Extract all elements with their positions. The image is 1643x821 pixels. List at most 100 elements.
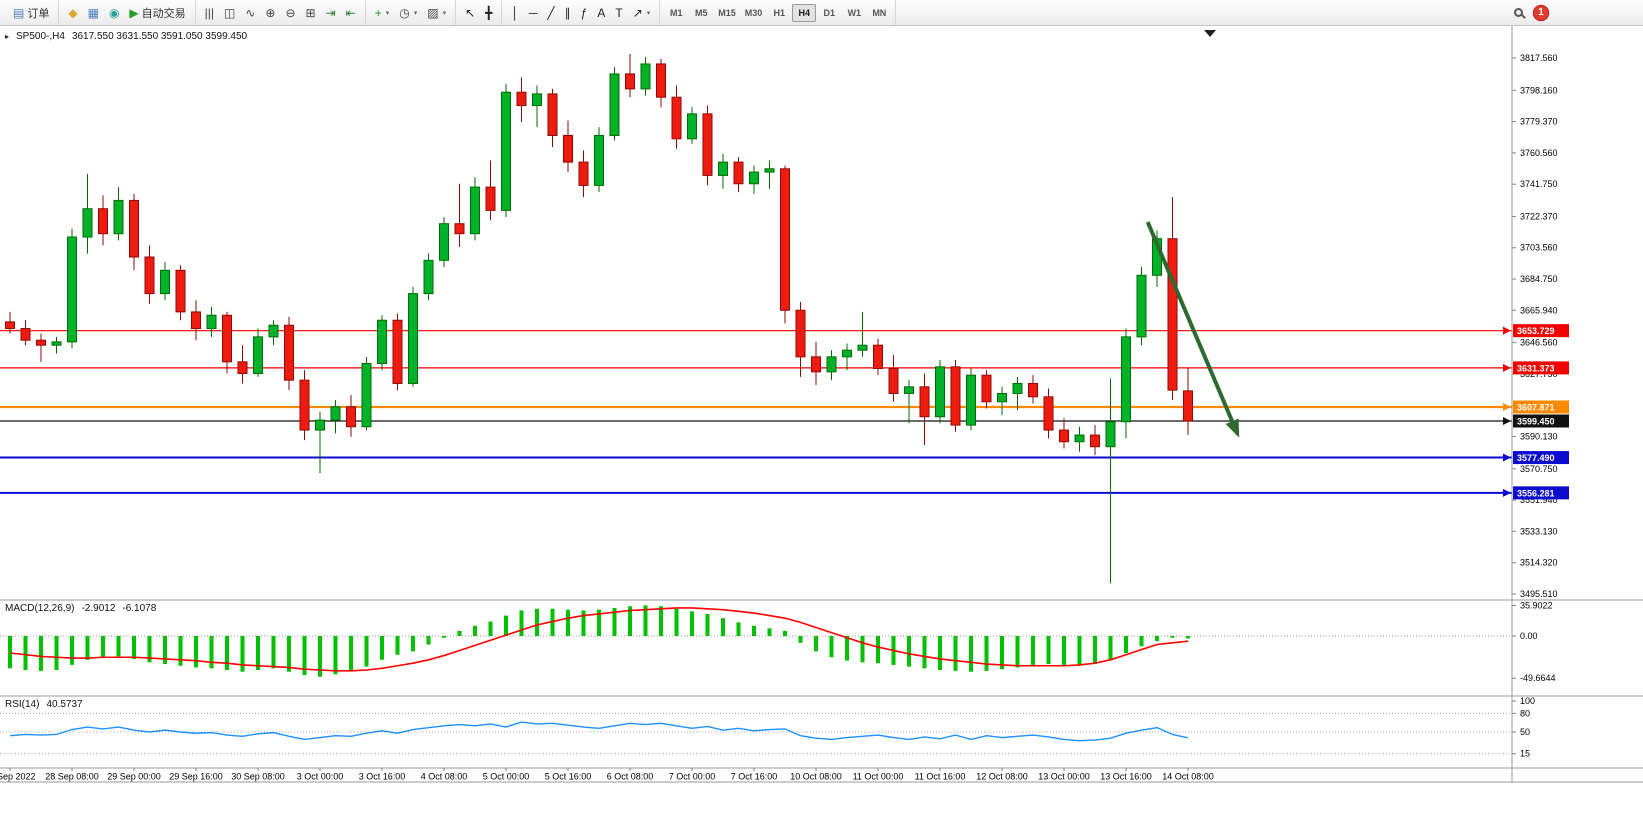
arrows-button[interactable]: ↗ ▾ (628, 3, 656, 23)
price-scale-label: 3495.510 (1520, 589, 1558, 599)
macd-histogram-bar (829, 636, 834, 658)
horizontal-line-button[interactable]: ─ (524, 3, 543, 23)
candle (1012, 376, 1023, 411)
candle (640, 57, 651, 96)
templates-button[interactable]: ▨ ▾ (422, 3, 451, 23)
market-watch-button[interactable]: ▦ (83, 3, 104, 23)
timeframe-h4[interactable]: H4 (792, 3, 817, 22)
macd-histogram-bar (225, 636, 229, 670)
macd-histogram-bar (1108, 636, 1113, 660)
candle (625, 53, 635, 98)
new-order-button[interactable]: ▤ 订单 (8, 3, 54, 23)
chevron-down-icon: ▾ (385, 9, 390, 17)
macd-histogram-bar (643, 605, 648, 636)
zoom-in-button[interactable]: ⊕ (260, 3, 280, 23)
time-axis-label: 14 Oct 08:00 (1162, 772, 1214, 782)
time-axis-label: 27 Sep 2022 (0, 772, 36, 782)
timeframe-m30[interactable]: M30 (744, 7, 763, 18)
candle (299, 370, 310, 441)
zoom-out-button[interactable]: ⊖ (280, 3, 300, 23)
macd-histogram-bar (473, 625, 477, 636)
candle (82, 173, 93, 254)
notification-badge[interactable]: 1 (1533, 4, 1549, 21)
candle (764, 160, 775, 189)
one-click-trading-icon[interactable]: ▸ (5, 32, 10, 41)
candlestick-chart-button[interactable]: ◫ (219, 3, 240, 23)
candle (609, 67, 620, 141)
macd-histogram-bar (519, 610, 524, 636)
macd-histogram-bar (798, 636, 803, 643)
auto-scroll-button[interactable]: ⇥ (321, 3, 341, 23)
candle (563, 120, 573, 173)
chevron-down-icon: ▾ (442, 9, 447, 17)
candle (470, 177, 480, 241)
timeframe-m1[interactable]: M1 (670, 7, 683, 18)
chart-shift-icon: ⇤ (345, 5, 356, 20)
level-arrow-icon (1503, 453, 1511, 462)
crosshair-button[interactable]: ╋ (480, 3, 497, 23)
candle (873, 338, 883, 376)
level-arrow-icon (1503, 363, 1511, 372)
fibonacci-icon: ƒ (580, 5, 588, 20)
macd-histogram-bar (1155, 636, 1159, 642)
fibonacci-button[interactable]: ƒ (576, 3, 593, 23)
toolbar-group: ↖ ╋ (456, 0, 503, 25)
timeframe-h1[interactable]: H1 (773, 7, 786, 18)
crosshair-icon: ╋ (485, 5, 493, 20)
chart-canvas[interactable]: 3817.560 3798.160 3779.370 3760.560 3741.750… (0, 26, 1643, 821)
candle (315, 411, 325, 474)
timeframe-m15[interactable]: M15 (718, 7, 736, 18)
trend-arrow[interactable] (1145, 221, 1237, 428)
horizontal-line-icon: ─ (528, 5, 538, 20)
price-scale-label: 3798.160 (1520, 85, 1558, 95)
chart-shift-button[interactable]: ⇤ (341, 3, 361, 23)
navigator-button[interactable]: ◉ (104, 3, 124, 23)
periods-button[interactable]: ◷ ▾ (394, 3, 422, 23)
timeframe-m5[interactable]: M5 (695, 7, 708, 18)
toolbox-button[interactable]: ◆ (63, 3, 82, 23)
channel-button[interactable]: ∥ (560, 3, 576, 23)
vertical-line-button[interactable]: │ (506, 3, 524, 23)
candle (284, 316, 294, 391)
tile-windows-button[interactable]: ⊞ (301, 3, 321, 23)
macd-histogram-bar (969, 636, 973, 672)
candle (501, 83, 511, 218)
label-button[interactable]: T (610, 3, 627, 23)
candle (718, 153, 728, 189)
trendline-button[interactable]: ╱ (542, 3, 559, 23)
candle (361, 356, 372, 431)
price-scale-label: 3741.750 (1520, 179, 1558, 189)
candle (950, 360, 961, 432)
timeframe-d1[interactable]: D1 (823, 7, 836, 18)
macd-histogram-bar (535, 608, 539, 636)
indicators-button[interactable]: + ▾ (370, 3, 395, 23)
macd-histogram-bar (705, 613, 710, 636)
bar-chart-button[interactable]: ||| (200, 3, 219, 23)
macd-histogram-bar (39, 636, 43, 671)
candle (253, 328, 263, 377)
time-axis-label: 29 Sep 16:00 (169, 772, 223, 782)
candle (795, 301, 806, 377)
macd-histogram-bar (70, 636, 74, 665)
search-icon[interactable] (1514, 8, 1523, 17)
timeframe-w1[interactable]: W1 (847, 7, 862, 18)
level-arrow-icon (1503, 488, 1511, 497)
cursor-button[interactable]: ↖ (460, 3, 480, 23)
time-axis-label: 4 Oct 08:00 (421, 772, 468, 782)
candle (330, 400, 341, 434)
time-axis-label: 6 Oct 08:00 (607, 772, 654, 782)
text-button[interactable]: A (592, 3, 610, 23)
time-axis-label: 10 Oct 08:00 (790, 772, 842, 782)
level-arrow-icon (1503, 417, 1511, 426)
autotrading-button[interactable]: ▶ 自动交易 (124, 3, 190, 23)
macd-histogram-bar (659, 606, 663, 636)
line-chart-button[interactable]: ∿ (240, 3, 260, 23)
macd-histogram-bar (736, 622, 741, 636)
candle (1028, 375, 1038, 404)
chart-shift-marker[interactable] (1204, 30, 1216, 37)
timeframe-mn[interactable]: MN (872, 7, 887, 18)
candle (36, 333, 46, 362)
candle (811, 341, 821, 386)
time-axis-label: 7 Oct 00:00 (669, 772, 716, 782)
macd-histogram-bar (690, 611, 694, 636)
